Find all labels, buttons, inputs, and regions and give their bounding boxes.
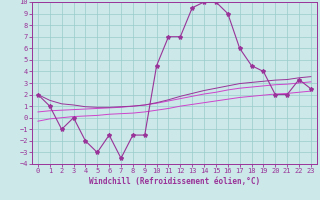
X-axis label: Windchill (Refroidissement éolien,°C): Windchill (Refroidissement éolien,°C) bbox=[89, 177, 260, 186]
